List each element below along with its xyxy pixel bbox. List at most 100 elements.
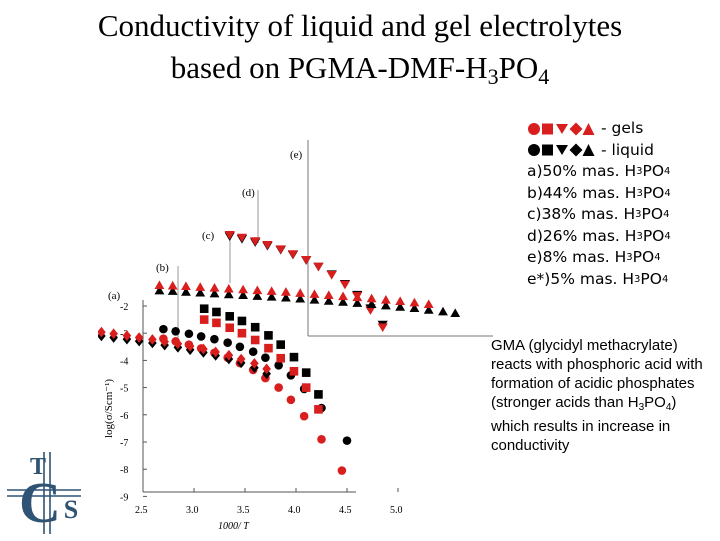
x-tick-label: 2.5 [135,505,148,516]
data-point-e-liquid [252,291,263,300]
explanation-note: GMA (glycidyl methacrylate) reacts with … [491,337,703,454]
data-point-d-gel [211,346,220,358]
data-point-a-gel [274,383,283,392]
data-point-e-liquid [338,297,348,306]
data-point-e-gel [195,282,206,291]
svg-text:T: T [30,454,46,480]
data-point-a-liquid [248,347,258,356]
data-point-e-liquid [195,287,206,297]
data-point-e-liquid [366,299,377,308]
data-point-b-gel [301,383,311,392]
y-tick-label: -5 [120,384,128,395]
data-point-b-liquid [276,340,285,349]
data-point-e-liquid [167,286,178,295]
data-point-a-liquid [274,360,283,370]
liquid-marker-symbols [527,143,595,157]
data-point-a-liquid [171,326,180,336]
data-point-d-gel [185,340,195,352]
data-point-d-gel [236,353,246,365]
data-point-c-gel [326,270,337,280]
data-point-e-gel [295,288,306,297]
data-point-e-gel [380,295,391,304]
data-point-e-gel [223,283,234,293]
data-point-e-gel [181,281,191,291]
svg-text:S: S [64,495,78,524]
data-point-a-liquid [159,324,168,334]
data-point-b-liquid [289,352,299,362]
data-point-e-liquid [266,292,277,301]
svg-text:C: C [19,470,61,535]
institution-logo: T C S [4,450,84,541]
data-point-d-gel [173,338,183,350]
slide-title-line2: based on PGMA-DMF-H3PO4 [170,50,550,89]
data-point-b-liquid [212,307,221,317]
data-point-c-gel [365,306,376,315]
data-point-b-liquid [199,304,209,314]
data-point-e-gel [309,289,320,298]
data-point-c-gel [301,256,312,265]
data-point-d-gel [148,334,157,345]
data-point-e-liquid [409,303,420,313]
data-point-d-gel [199,343,208,355]
data-point-c-gel [313,262,324,272]
data-point-e-gel [323,290,334,300]
data-point-e-gel [252,285,263,295]
x-tick-label: 4.5 [339,505,352,516]
data-point-b-gel [199,315,209,324]
data-point-b-liquid [264,331,273,340]
panel-label: (c) [202,230,215,242]
data-point-c-gel [377,323,388,333]
data-point-e-gel [395,296,406,305]
data-point-a-liquid [223,338,232,348]
x-tick-label: 3.5 [237,505,250,516]
legend-entry-e-star: e*)5% mas. H 3 PO 4 [527,269,669,288]
data-point-d-gel [224,349,234,361]
data-point-a-gel [317,434,326,444]
legend-gels-row: - gels [527,118,671,140]
data-point-e-liquid [380,300,391,310]
legend-gels-label: - gels [601,119,644,137]
y-tick-label: -2 [120,302,128,313]
data-point-b-gel [237,328,247,338]
data-point-e-liquid [295,293,306,303]
data-point-e-gel [154,280,165,289]
data-point-c-gel [339,280,351,290]
data-point-a-liquid [184,329,194,339]
data-point-b-gel [225,323,234,333]
data-point-e-gel [352,292,363,302]
panel-label: (a) [108,290,121,302]
legend-entry-c: c)38% mas. H 3 PO 4 [527,205,670,223]
data-point-b-gel [314,405,323,414]
x-axis-label: 1000/ T [218,521,250,530]
data-point-c-gel [262,241,273,250]
data-point-e-liquid [423,305,434,314]
data-point-c-gel [250,237,261,246]
data-point-e-gel [266,286,277,295]
data-point-e-liquid [438,306,448,316]
data-point-d-gel [122,330,132,341]
data-point-e-liquid [181,287,191,296]
data-point-b-gel [250,335,260,345]
data-point-e-gel [167,280,178,290]
legend-liquid-row: - liquid [527,140,671,162]
data-point-a-gel [286,395,296,405]
data-point-e-gel [409,297,420,307]
data-point-e-gel [366,293,377,303]
data-point-b-gel [289,366,299,376]
data-point-a-liquid [210,334,219,344]
data-point-e-liquid [238,290,248,300]
data-point-d-gel [250,358,259,369]
data-point-e-gel [423,299,434,308]
x-tick-label: 4.0 [288,505,301,516]
data-point-b-liquid [237,316,247,326]
data-point-d-gel [262,363,271,375]
data-point-b-gel [264,343,273,353]
data-point-a-gel [337,466,347,475]
data-point-e-liquid [154,285,165,295]
y-tick-label: -9 [120,492,128,503]
panel-label: (d) [242,187,255,199]
y-axis-label: log(σ/Scm⁻¹) [103,379,115,438]
y-tick-label: -7 [120,438,128,449]
data-point-e-liquid [323,296,334,305]
legend-entry-b: b)44% mas. H 3 PO 4 [527,183,671,202]
